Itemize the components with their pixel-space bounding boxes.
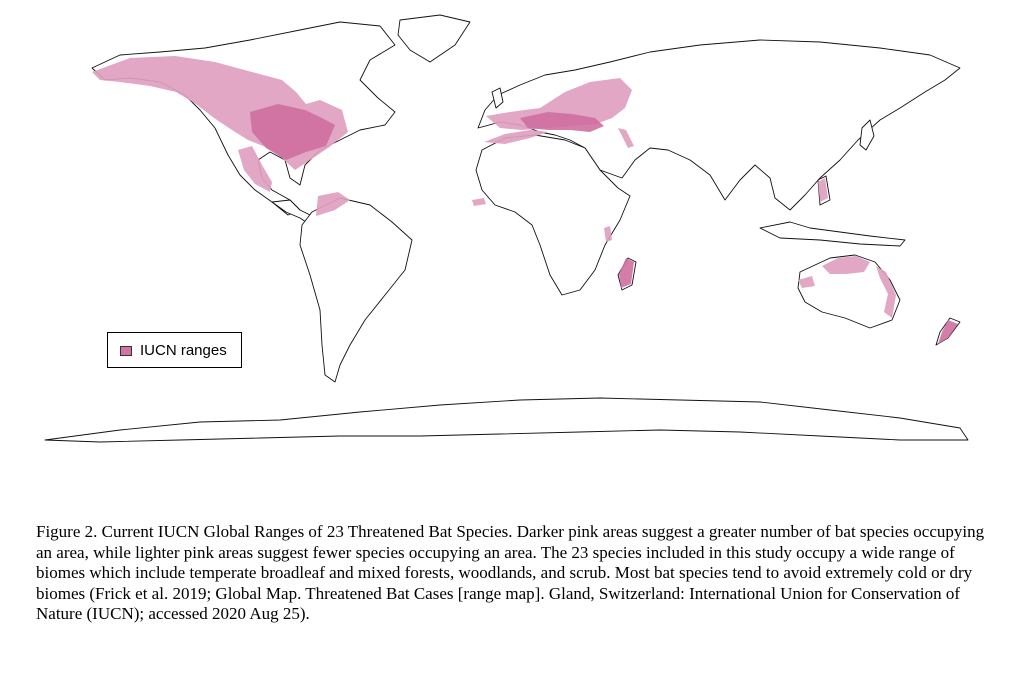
legend-swatch: [120, 346, 132, 356]
range-eastern-australia: [876, 266, 896, 318]
range-philippines: [818, 178, 828, 202]
range-madagascar: [619, 258, 634, 288]
range-mexico: [238, 146, 272, 192]
range-mediterranean: [520, 112, 604, 132]
figure-caption: Figure 2. Current IUCN Global Ranges of …: [36, 522, 985, 623]
borneo-indonesia: [759, 221, 906, 247]
range-europe: [486, 78, 632, 130]
antarctica: [44, 397, 969, 443]
range-new-zealand: [938, 320, 958, 344]
range-north-africa: [484, 130, 548, 144]
world-map: [44, 14, 969, 443]
range-west-africa: [472, 198, 486, 206]
south-america: [299, 197, 413, 383]
range-western-australia: [798, 276, 815, 288]
range-east-africa: [604, 226, 612, 242]
africa: [475, 134, 631, 296]
range-northern-south-america: [316, 192, 350, 216]
range-eastern-us: [250, 104, 335, 160]
legend-label: IUCN ranges: [140, 342, 227, 359]
british-isles: [491, 87, 504, 109]
range-northern-australia: [822, 256, 870, 274]
range-middle-east: [618, 128, 634, 148]
japan: [859, 119, 875, 151]
iucn-ranges: [92, 56, 958, 344]
map-legend: IUCN ranges: [107, 332, 242, 368]
greenland: [397, 14, 471, 63]
australia: [797, 254, 901, 329]
